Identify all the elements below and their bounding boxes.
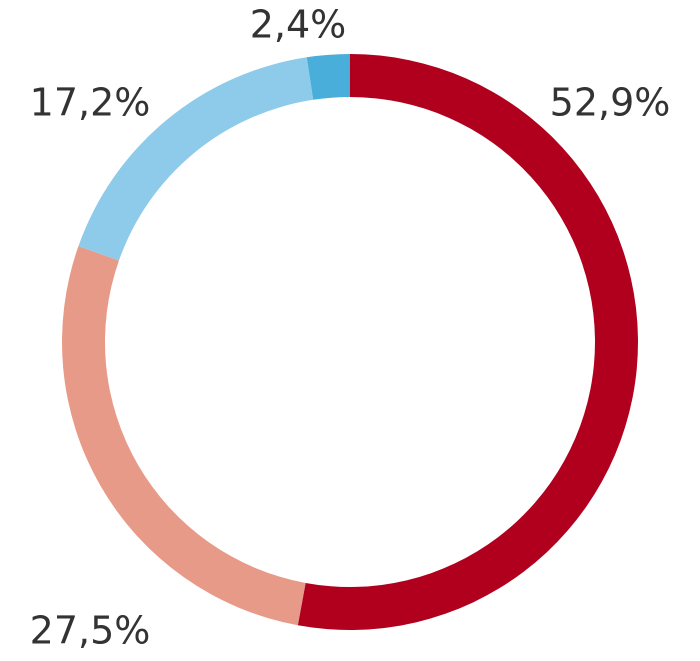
value-label: 27,5% (30, 609, 151, 653)
value-label: 2,4% (250, 3, 347, 47)
donut-segment (78, 57, 314, 261)
donut-segment (62, 246, 306, 626)
value-label: 17,2% (30, 81, 151, 125)
value-label: 52,9% (550, 81, 671, 125)
donut-segment (306, 54, 350, 100)
donut-segment (297, 54, 638, 630)
